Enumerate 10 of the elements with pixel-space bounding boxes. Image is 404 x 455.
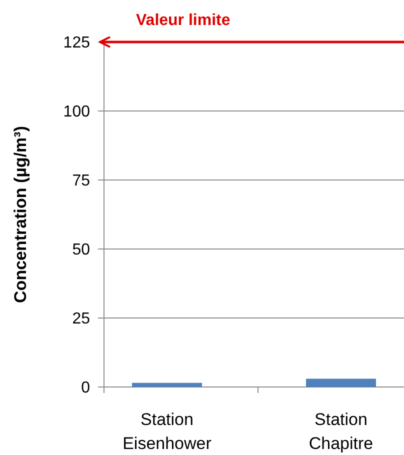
x-tick-label: Station Chapitre xyxy=(308,410,374,453)
y-tick-label: 25 xyxy=(72,310,90,328)
y-axis-title: Concentration (µg/m³) xyxy=(11,126,30,303)
y-tick-label: 50 xyxy=(72,242,90,259)
y-tick-label: 100 xyxy=(63,104,90,121)
ref-line-label: Valeur limite xyxy=(136,12,230,29)
y-tick-label: 125 xyxy=(63,34,90,52)
y-tick-label: 0 xyxy=(81,380,90,397)
x-tick-label: Station Eisenhower xyxy=(122,410,212,453)
y-tick-label: 75 xyxy=(72,172,90,190)
